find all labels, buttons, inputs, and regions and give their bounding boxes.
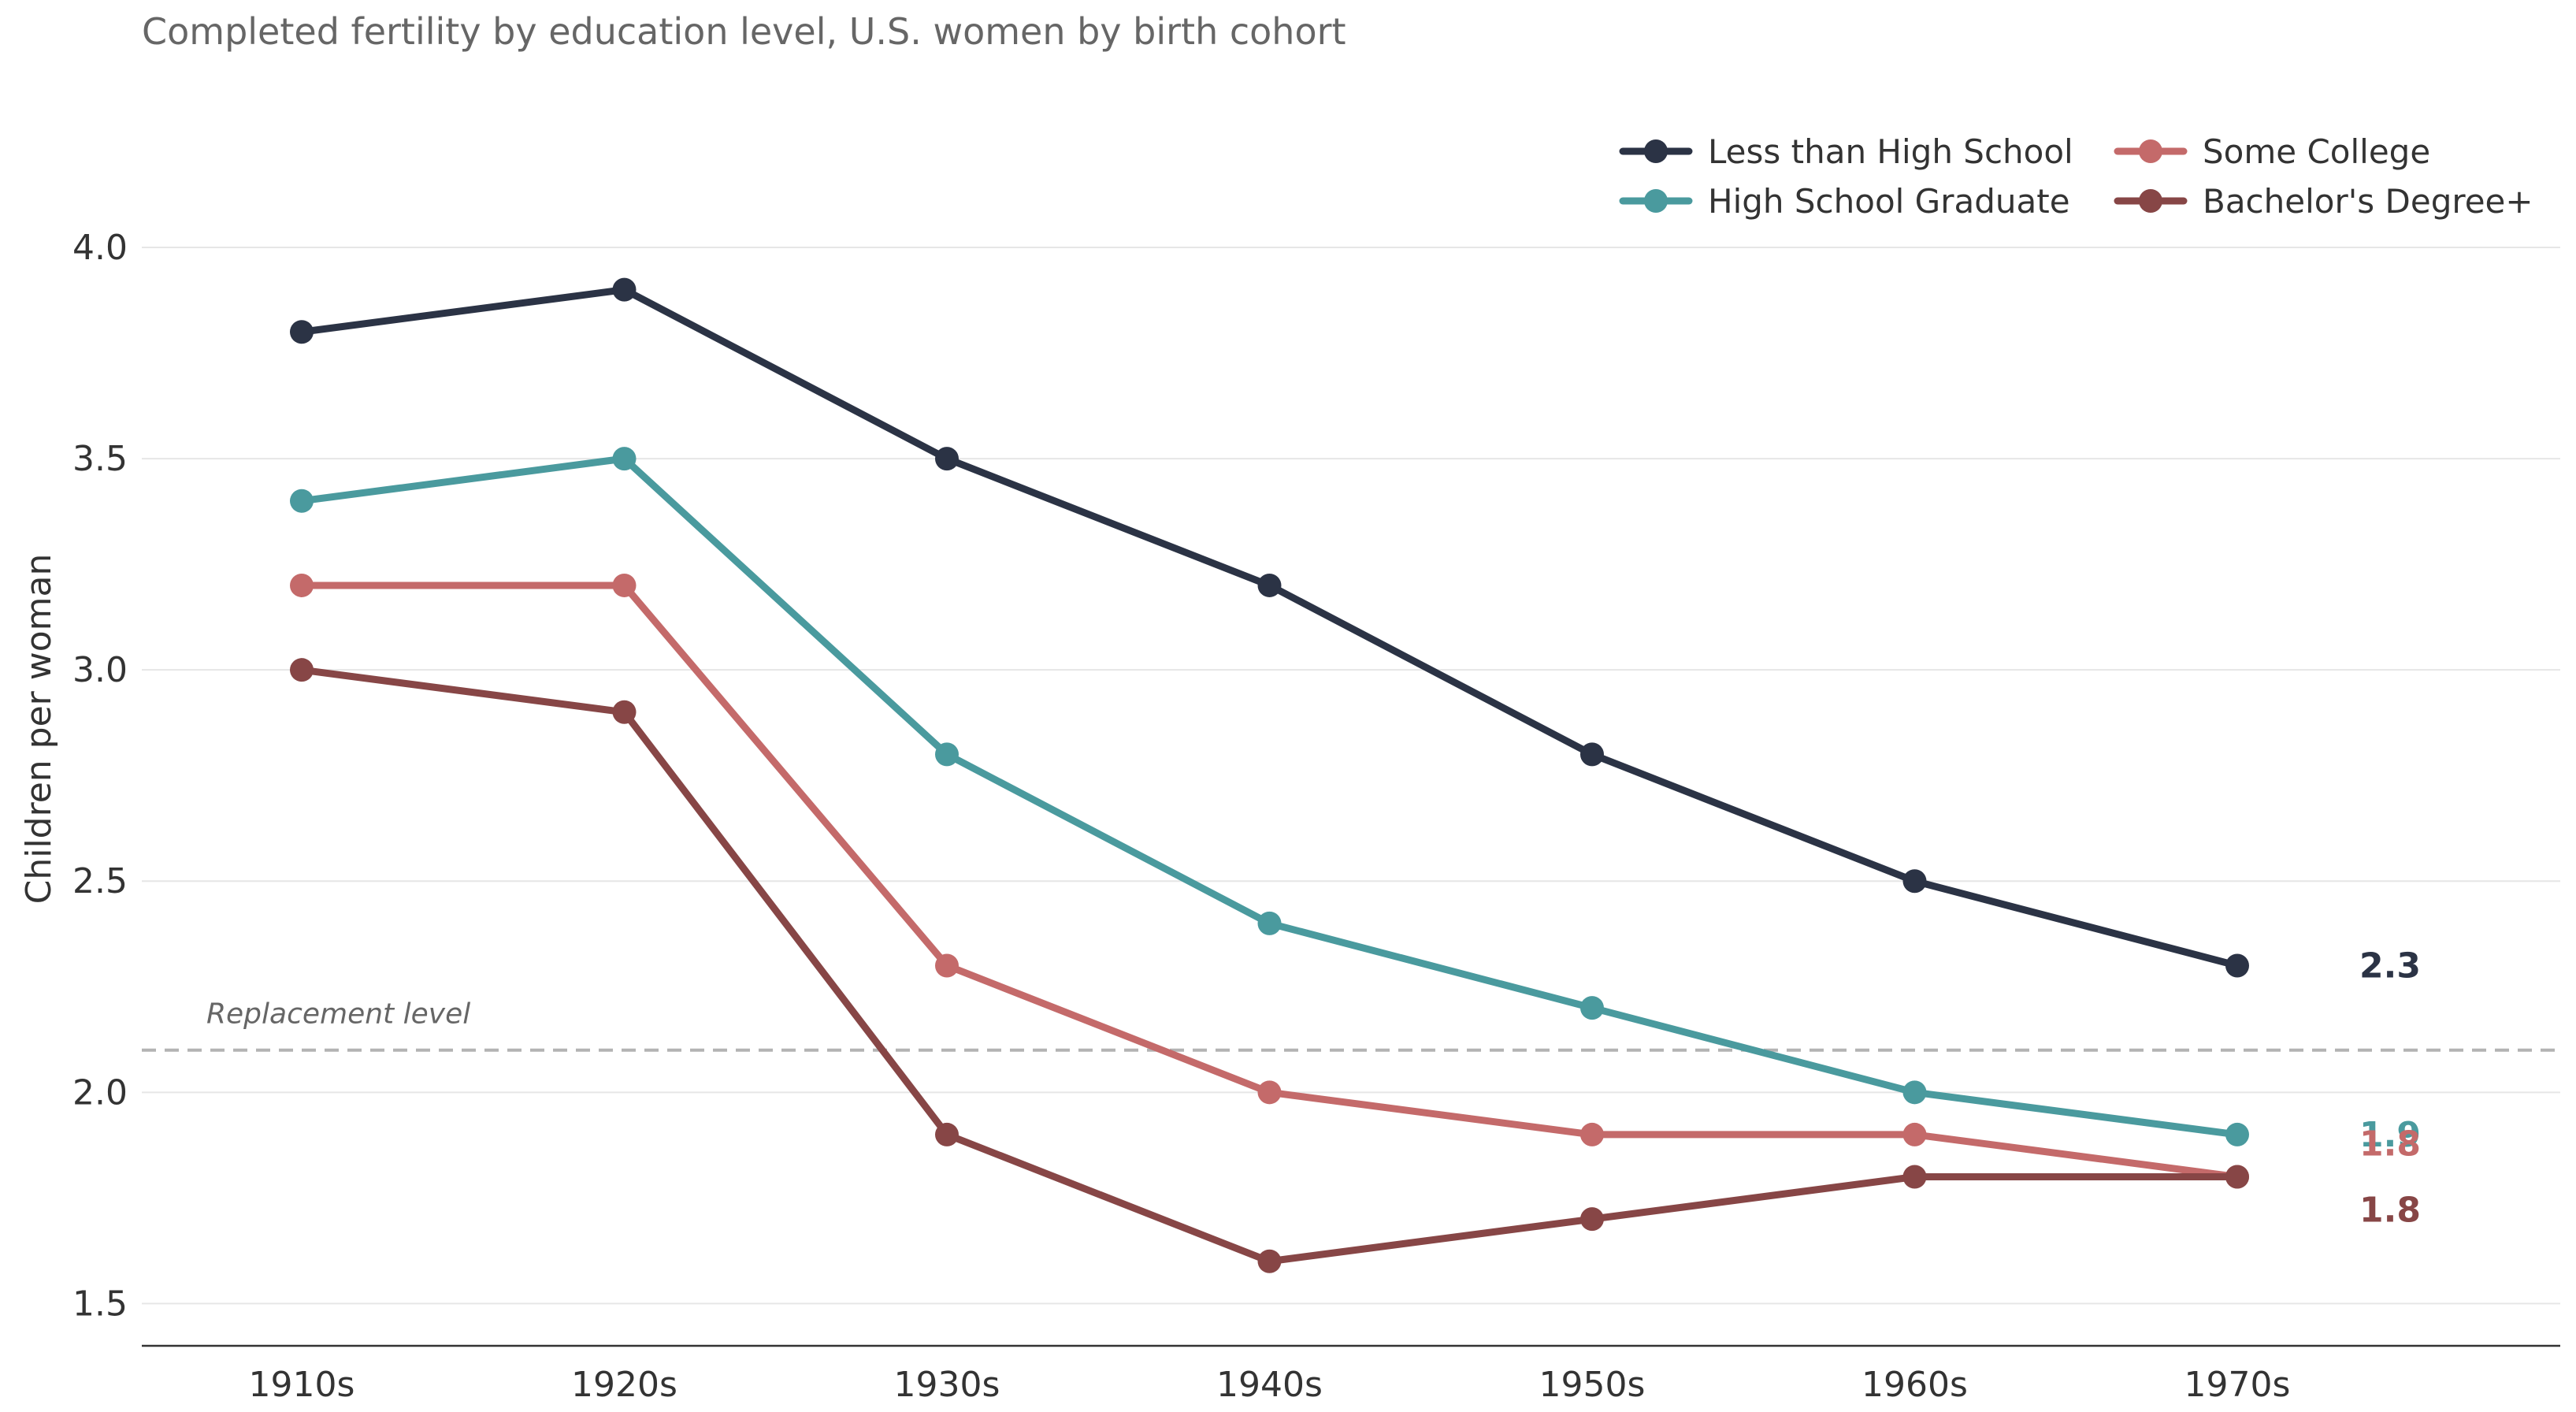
data-point-less-than-high-school-1950s	[1580, 742, 1604, 767]
x-tick-label-1970s: 1970s	[2184, 1365, 2291, 1405]
data-point-bachelor-s-degree-1910s	[290, 658, 314, 682]
legend-label-high-school-graduate: High School Graduate	[1708, 182, 2070, 221]
replacement-level-label: Replacement level	[206, 998, 470, 1031]
data-point-high-school-graduate-1950s	[1580, 996, 1604, 1020]
series-high-school-graduate	[290, 447, 2249, 1146]
data-point-less-than-high-school-1970s	[2225, 953, 2249, 978]
y-tick-label: 2.5	[72, 861, 128, 901]
data-point-some-college-1910s	[290, 573, 314, 597]
x-tick-label-1920s: 1920s	[571, 1365, 677, 1405]
data-point-some-college-1930s	[935, 953, 959, 978]
x-tick-label-1930s: 1930s	[894, 1365, 1000, 1405]
data-point-bachelor-s-degree-1960s	[1902, 1165, 1927, 1189]
legend-item-bachelor-s-degree: Bachelor's Degree+	[2114, 182, 2533, 221]
series-lines	[290, 277, 2249, 1273]
data-point-high-school-graduate-1940s	[1257, 911, 1282, 935]
data-point-bachelor-s-degree-1920s	[612, 700, 637, 724]
data-point-some-college-1940s	[1257, 1080, 1282, 1105]
end-labels: 2.31.91.81.8	[2359, 946, 2421, 1230]
data-point-high-school-graduate-1910s	[290, 489, 314, 513]
legend-swatch-marker-high-school-graduate	[1644, 189, 1668, 213]
chart-title: Completed fertility by education level, …	[142, 10, 1346, 53]
gridlines	[142, 247, 2560, 1305]
data-point-some-college-1920s	[612, 573, 637, 597]
legend-item-some-college: Some College	[2114, 132, 2430, 171]
data-point-high-school-graduate-1960s	[1902, 1080, 1927, 1105]
data-point-bachelor-s-degree-1950s	[1580, 1207, 1604, 1232]
series-line-bachelor-s-degree	[298, 666, 2241, 1265]
x-tick-label-1950s: 1950s	[1539, 1365, 1646, 1405]
end-label-some-college: 1.8	[2359, 1124, 2421, 1165]
data-point-less-than-high-school-1940s	[1257, 573, 1282, 597]
legend-label-less-than-high-school: Less than High School	[1708, 132, 2073, 171]
end-label-high-school-graduate: 1.9	[2359, 1115, 2421, 1155]
y-tick-label: 4.0	[72, 228, 128, 268]
data-point-bachelor-s-degree-1940s	[1257, 1249, 1282, 1273]
legend-swatch-marker-some-college	[2139, 139, 2162, 163]
data-point-less-than-high-school-1930s	[935, 447, 959, 471]
series-line-high-school-graduate	[298, 455, 2241, 1139]
data-point-less-than-high-school-1920s	[612, 277, 637, 302]
end-label-bachelor-s-degree: 1.8	[2359, 1191, 2421, 1231]
x-tick-label-1940s: 1940s	[1216, 1365, 1323, 1405]
series-line-less-than-high-school	[298, 286, 2241, 969]
data-point-some-college-1960s	[1902, 1122, 1927, 1146]
y-tick-label: 2.0	[72, 1072, 128, 1113]
data-point-high-school-graduate-1930s	[935, 742, 959, 767]
series-less-than-high-school	[290, 277, 2249, 978]
x-tick-label-1960s: 1960s	[1861, 1365, 1968, 1405]
data-point-bachelor-s-degree-1970s	[2225, 1165, 2249, 1189]
legend-swatch-marker-bachelor-s-degree	[2139, 189, 2162, 213]
end-label-less-than-high-school: 2.3	[2359, 946, 2421, 986]
y-tick-label: 1.5	[72, 1284, 128, 1324]
reference-line-group: Replacement level	[142, 998, 2560, 1052]
series-some-college	[290, 573, 2249, 1189]
data-point-less-than-high-school-1960s	[1902, 869, 1927, 894]
legend-label-some-college: Some College	[2203, 132, 2430, 171]
data-point-high-school-graduate-1970s	[2225, 1122, 2249, 1146]
data-point-some-college-1950s	[1580, 1122, 1604, 1146]
legend-label-bachelor-s-degree: Bachelor's Degree+	[2203, 182, 2533, 221]
legend-swatch-marker-less-than-high-school	[1644, 139, 1668, 163]
legend-item-high-school-graduate: High School Graduate	[1619, 182, 2070, 221]
x-tick-label-1910s: 1910s	[249, 1365, 355, 1405]
data-point-high-school-graduate-1920s	[612, 447, 637, 471]
x-tick-labels: 1910s 1920s 1930s 1940s 1950s 1960s 1970s	[249, 1365, 2291, 1405]
y-tick-label: 3.0	[72, 650, 128, 690]
y-tick-labels: 1.5 2.0 2.5 3.0 3.5 4.0	[72, 228, 128, 1324]
data-point-less-than-high-school-1910s	[290, 320, 314, 344]
y-axis-title: Children per woman	[19, 554, 59, 905]
data-point-bachelor-s-degree-1930s	[935, 1122, 959, 1146]
legend: Less than High School High School Graduat…	[1619, 132, 2533, 221]
legend-item-less-than-high-school: Less than High School	[1619, 132, 2073, 171]
y-tick-label: 3.5	[72, 439, 128, 479]
series-bachelor-s-degree	[290, 658, 2249, 1273]
